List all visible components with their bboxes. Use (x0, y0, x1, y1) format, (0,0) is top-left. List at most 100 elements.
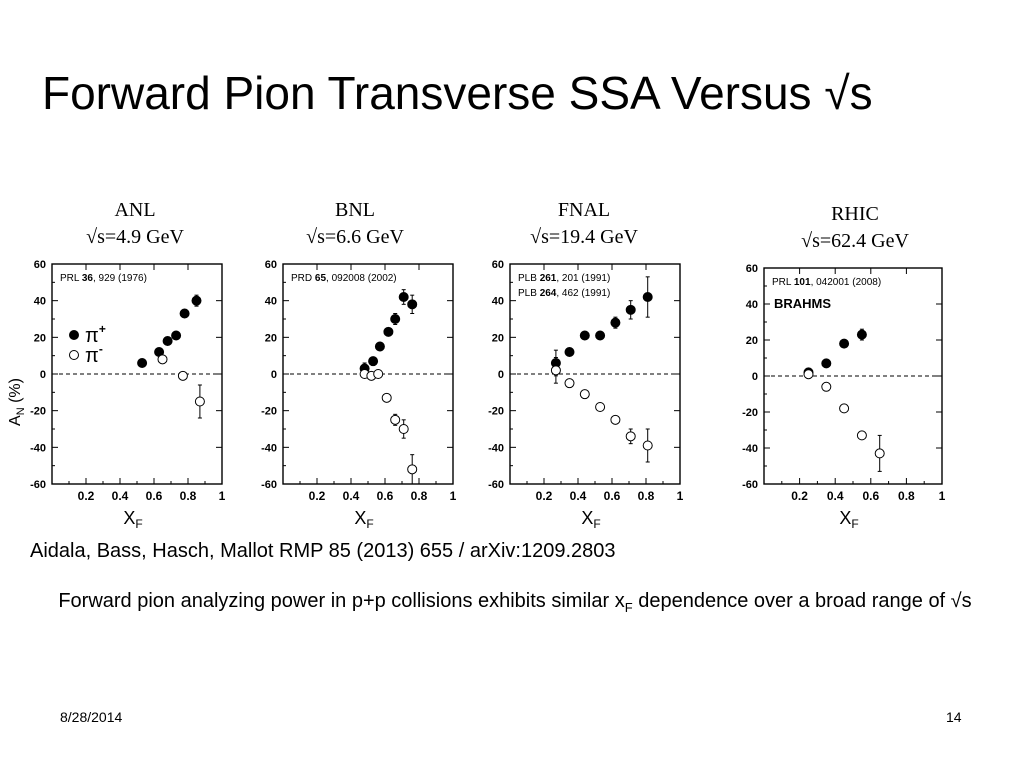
data-point-pi-minus (564, 378, 575, 389)
slide-title: Forward Pion Transverse SSA Versus √s (42, 67, 873, 119)
x-tick-label: 0.4 (827, 489, 844, 503)
data-point-pi-minus (839, 403, 850, 414)
legend-marker-filled (69, 330, 79, 340)
data-point-pi-minus (550, 365, 561, 376)
x-tick-label: 0.8 (180, 489, 197, 503)
x-tick-label: 0.2 (78, 489, 95, 503)
page-number: 14 (946, 709, 962, 725)
y-tick-label: -20 (742, 407, 758, 419)
y-tick-label: 0 (498, 369, 504, 381)
y-tick-label: 0 (271, 369, 277, 381)
data-point-pi-minus (642, 440, 653, 451)
x-axis-label: XF (581, 508, 600, 531)
data-point-pi-minus (381, 392, 392, 403)
y-tick-label: -60 (30, 479, 46, 491)
x-tick-label: 1 (219, 489, 226, 503)
y-tick-label: -20 (30, 406, 46, 418)
data-point-pi-plus (137, 358, 148, 368)
y-tick-label: 0 (40, 369, 46, 381)
panel-label-experiment: FNAL (557, 199, 611, 221)
x-tick-label: 0.6 (146, 489, 163, 503)
x-tick-label: 1 (677, 489, 684, 503)
x-tick-label: 0.8 (898, 489, 915, 503)
chart-panel-fnal: 60 40 20 0 -20 -40 -60 0.2 0.4 0.6 0.8 1 XF PLB 261, … (488, 259, 684, 531)
y-tick-label: 0 (752, 371, 758, 383)
y-tick-label: -20 (261, 406, 277, 418)
y-tick-label: 40 (34, 296, 46, 308)
x-tick-label: 1 (450, 489, 457, 503)
y-tick-label: -60 (488, 479, 504, 491)
panel-label-experiment: RHIC (831, 203, 879, 225)
panel-label-fnal: FNAL √s=19.4 GeV (504, 197, 664, 251)
data-point-pi-minus (625, 431, 636, 442)
legend-marker-open (69, 350, 79, 360)
data-point-pi-minus (821, 381, 832, 392)
x-tick-label: 0.6 (377, 489, 394, 503)
y-tick-label: -40 (261, 442, 277, 454)
panel-label-bnl: BNL √s=6.6 GeV (280, 197, 430, 251)
x-tick-label: 0.2 (791, 489, 808, 503)
y-tick-label: 60 (265, 259, 277, 271)
data-point-pi-plus (368, 356, 379, 367)
footer-date: 8/28/2014 (60, 709, 123, 725)
panel-label-energy: √s=19.4 GeV (530, 226, 638, 248)
data-point-pi-minus (194, 396, 205, 407)
x-axis-label: XF (354, 508, 373, 531)
x-tick-label: 0.8 (638, 489, 655, 503)
x-tick-label: 0.6 (604, 489, 621, 503)
reference-text: PRL 101, 042001 (2008) (772, 277, 881, 288)
chart-panel-rhic: 60 40 20 0 -20 -40 -60 0.2 0.4 0.6 0.8 1 XF PRL 101, … (742, 263, 946, 531)
experiment-tag: BRAHMS (774, 296, 831, 311)
data-point-pi-minus (390, 414, 401, 425)
y-tick-label: 20 (265, 332, 277, 344)
data-point-pi-plus (564, 347, 575, 357)
caption: Forward pion analyzing power in p+p coll… (40, 586, 990, 623)
x-tick-label: 0.2 (536, 489, 553, 503)
legend-label-pi-plus: π+ (85, 322, 106, 347)
data-point-pi-minus (177, 370, 188, 381)
x-tick-label: 0.4 (343, 489, 360, 503)
data-point-pi-plus (171, 330, 182, 341)
caption-text-2: dependence over a broad range of √s (632, 590, 972, 612)
y-tick-label: 40 (265, 296, 277, 308)
y-tick-label: 60 (492, 259, 504, 271)
data-point-pi-minus (579, 389, 590, 400)
data-point-pi-minus (398, 424, 409, 434)
chart-panel-bnl: 60 40 20 0 -20 -40 -60 0.2 0.4 0.6 0.8 1 XF PRD 65, 0… (261, 259, 457, 531)
data-point-pi-minus (373, 369, 384, 379)
panel-label-anl: ANL √s=4.9 GeV (60, 197, 210, 251)
data-point-pi-plus (162, 336, 173, 346)
panel-label-energy: √s=6.6 GeV (306, 226, 404, 248)
data-point-pi-minus (157, 354, 168, 365)
panel-label-rhic: RHIC √s=62.4 GeV (775, 201, 935, 255)
y-tick-label: 40 (746, 299, 758, 311)
panel-label-energy: √s=4.9 GeV (86, 226, 184, 248)
y-tick-label: -40 (488, 442, 504, 454)
y-axis-label: AN (%) (7, 378, 27, 426)
caption-text-1: Forward pion analyzing power in p+p coll… (58, 590, 625, 612)
panel-label-experiment: BNL (335, 199, 375, 221)
y-tick-label: 60 (34, 259, 46, 271)
data-point-pi-plus (398, 292, 409, 302)
data-point-pi-plus (595, 330, 606, 341)
data-point-pi-plus (383, 326, 394, 337)
data-point-pi-plus (610, 317, 621, 328)
reference-text: PLB 261, 201 (1991) (518, 273, 610, 284)
data-point-pi-plus (625, 304, 636, 315)
caption-subscript: F (624, 600, 633, 615)
x-tick-label: 0.8 (411, 489, 428, 503)
y-tick-label: -40 (30, 442, 46, 454)
y-tick-label: -40 (742, 443, 758, 455)
y-tick-label: 60 (746, 263, 758, 275)
x-axis-label: XF (123, 508, 142, 531)
data-point-pi-plus (407, 299, 418, 310)
charts-area: 60 40 20 0 -20 -40 -60 0.2 0.4 0.6 0.8 1 XF AN (%) PRL… (7, 259, 946, 531)
y-tick-label: 20 (34, 332, 46, 344)
data-point-pi-plus (839, 338, 850, 349)
reference-text: PLB 264, 462 (1991) (518, 288, 610, 299)
data-point-pi-plus (821, 358, 832, 369)
reference-text: PRL 36, 929 (1976) (60, 273, 147, 284)
y-tick-label: -20 (488, 406, 504, 418)
data-point-pi-minus (610, 414, 621, 425)
data-point-pi-plus (374, 341, 385, 352)
